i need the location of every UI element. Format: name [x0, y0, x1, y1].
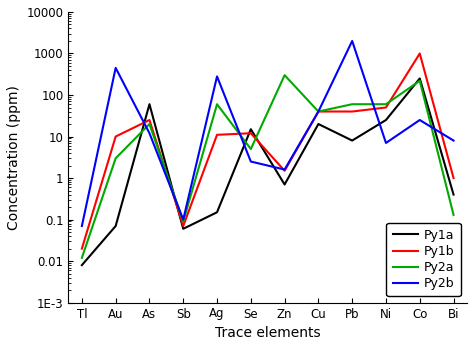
- Py2b: [113, 66, 118, 70]
- Line: Py2a: Py2a: [82, 75, 454, 258]
- Py1a: [383, 118, 389, 122]
- Line: Py1b: Py1b: [82, 53, 454, 248]
- Py1a: [349, 138, 355, 143]
- Py1a: [113, 224, 118, 228]
- Py2a: [383, 102, 389, 106]
- Line: Py2b: Py2b: [82, 41, 454, 226]
- Py2a: [282, 73, 287, 77]
- Py2b: [383, 141, 389, 145]
- Py2a: [146, 122, 152, 126]
- Py2a: [113, 156, 118, 160]
- Py1b: [451, 176, 456, 180]
- Py1a: [282, 183, 287, 187]
- Py1a: [417, 76, 423, 81]
- Py1a: [181, 227, 186, 231]
- Py1a: [451, 193, 456, 197]
- Py2a: [248, 147, 254, 151]
- Py2b: [181, 218, 186, 222]
- Py1b: [383, 105, 389, 110]
- Py1b: [214, 133, 220, 137]
- Py1a: [214, 210, 220, 214]
- Legend: Py1a, Py1b, Py2a, Py2b: Py1a, Py1b, Py2a, Py2b: [386, 222, 461, 296]
- Py2a: [349, 102, 355, 106]
- Py2a: [79, 256, 85, 260]
- Py1b: [248, 131, 254, 135]
- Py2b: [146, 131, 152, 135]
- Py1a: [316, 122, 321, 126]
- Py2a: [181, 219, 186, 223]
- Py2b: [248, 160, 254, 164]
- Py1b: [79, 246, 85, 251]
- Py1b: [282, 169, 287, 173]
- Y-axis label: Concentration (ppm): Concentration (ppm): [7, 85, 21, 230]
- Py1b: [316, 109, 321, 113]
- Py2b: [316, 109, 321, 113]
- Line: Py1a: Py1a: [82, 78, 454, 265]
- Py2b: [79, 224, 85, 228]
- X-axis label: Trace elements: Trace elements: [215, 326, 320, 340]
- Py2a: [417, 79, 423, 83]
- Py2b: [282, 168, 287, 172]
- Py2b: [417, 118, 423, 122]
- Py1a: [146, 102, 152, 106]
- Py2b: [349, 39, 355, 43]
- Py2a: [214, 102, 220, 106]
- Py2b: [451, 138, 456, 143]
- Py1a: [248, 127, 254, 131]
- Py2a: [451, 213, 456, 217]
- Py1b: [349, 109, 355, 113]
- Py2b: [214, 74, 220, 78]
- Py1b: [146, 118, 152, 122]
- Py1b: [113, 134, 118, 138]
- Py1b: [417, 51, 423, 56]
- Py1a: [79, 263, 85, 267]
- Py1b: [181, 224, 186, 228]
- Py2a: [316, 109, 321, 113]
